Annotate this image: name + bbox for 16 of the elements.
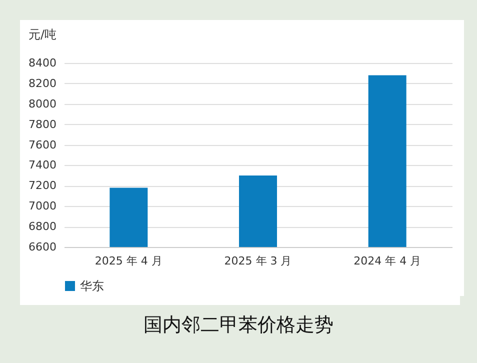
y-tick-label: 8200: [28, 76, 56, 90]
y-tick-label: 8400: [28, 56, 56, 70]
x-tick-label: 2025 年 3 月: [224, 254, 292, 268]
y-tick-label: 8000: [28, 97, 56, 110]
y-tick-label: 7600: [28, 138, 56, 152]
y-axis-title: 元/吨: [28, 28, 57, 42]
y-tick-label: 7000: [28, 200, 56, 213]
y-tick-label: 6600: [28, 240, 56, 254]
y-tick-label: 7800: [28, 118, 56, 131]
x-tick-label: 2025 年 4 月: [94, 254, 162, 268]
legend-label: 华东: [80, 279, 104, 293]
y-tick-label: 6800: [28, 220, 56, 234]
x-tick-label: 2024 年 4 月: [354, 254, 422, 268]
y-tick-label: 7400: [28, 158, 56, 172]
y-tick-label: 7200: [28, 179, 56, 192]
text: 国内邻二甲苯价格走势: [142, 313, 334, 338]
